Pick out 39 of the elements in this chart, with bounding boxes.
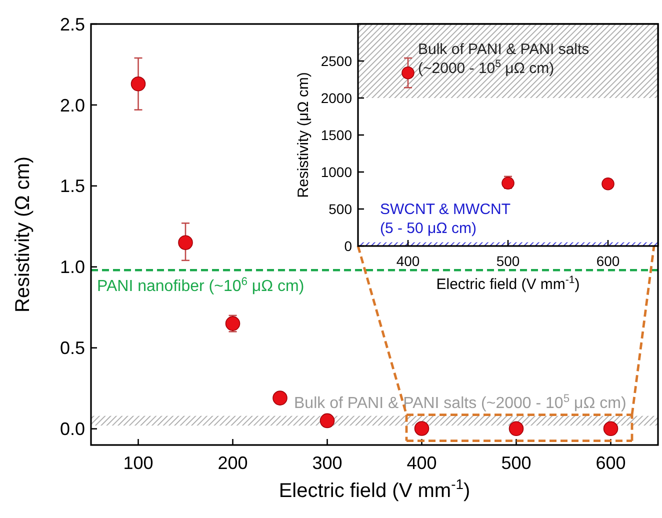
y-tick-label: 2500 [320, 52, 352, 69]
x-tick-label: 500 [501, 453, 532, 473]
ref-line-label: PANI nanofiber (~10$^{6}$ μΩ cm) [97, 276, 304, 296]
band-label: SWCNT & MWCNT (5 - 50 μΩ cm) [380, 201, 511, 237]
y-axis-title: Resistivity (Ω cm) [12, 156, 34, 313]
x-tick-label: 400 [406, 453, 437, 473]
x-axis-title: Electric field (V mm$^{-1}$) [436, 274, 580, 293]
point [320, 413, 335, 428]
y-tick-label: 0 [344, 238, 352, 254]
point [130, 76, 146, 92]
x-tick-label: 600 [596, 253, 620, 269]
point [414, 421, 430, 436]
x-tick-label: 100 [123, 453, 154, 473]
point [272, 390, 288, 406]
point [602, 177, 614, 190]
x-tick-label: 400 [396, 253, 420, 269]
x-tick-label: 300 [312, 453, 342, 473]
band-label: Bulk of PANI & PANI salts (~2000 - 10$^{5}$ μΩ cm) [418, 41, 590, 77]
y-tick-label: 1.5 [60, 176, 85, 196]
x-tick-label: 600 [596, 453, 626, 473]
y-tick-label: 1000 [320, 164, 352, 180]
x-tick-label: 500 [496, 253, 520, 269]
point [508, 421, 524, 436]
x-tick-label: 200 [218, 453, 248, 473]
x-axis-title: Electric field (V mm$^{-1}$) [278, 476, 470, 502]
point [603, 421, 618, 436]
y-tick-label: 1.0 [60, 257, 85, 278]
y-axis-title: Resistivity (μΩ cm) [295, 72, 312, 198]
y-tick-label: 0.5 [60, 338, 85, 358]
point [178, 235, 193, 250]
y-tick-label: 2.0 [60, 95, 85, 116]
y-tick-label: 2.5 [60, 14, 85, 34]
band-label: Bulk of PANI & PANI salts (~2000 - 10$^{5}$ μΩ cm) [294, 392, 626, 412]
point [402, 66, 414, 80]
y-tick-label: 0.0 [60, 419, 85, 440]
y-tick-label: 2000 [320, 90, 352, 106]
y-tick-label: 1500 [320, 126, 352, 143]
point [225, 316, 240, 331]
y-tick-label: 500 [328, 200, 352, 217]
